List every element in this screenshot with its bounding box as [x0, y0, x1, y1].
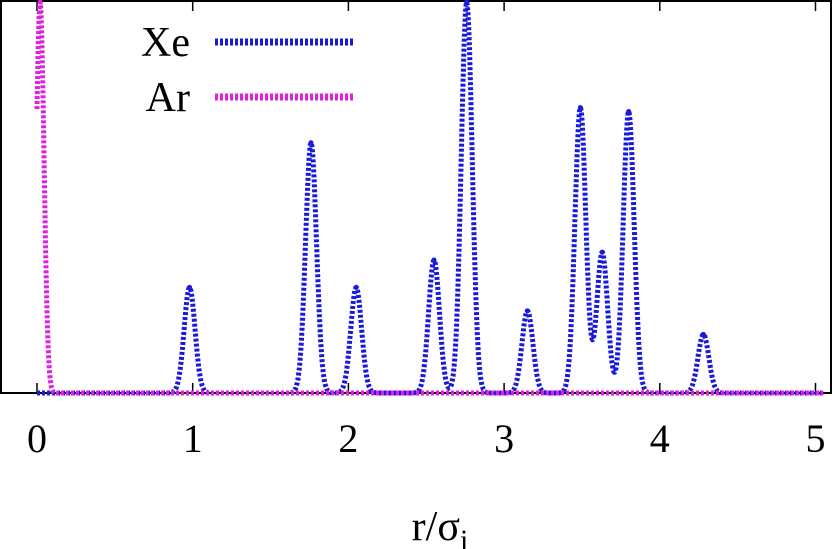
data-point: [353, 284, 359, 290]
legend: Xe Ar: [141, 20, 355, 121]
legend-label: Xe: [141, 20, 190, 66]
data-point: [577, 105, 583, 111]
data-point: [700, 331, 706, 337]
series-ar: [34, 0, 826, 396]
data-point: [431, 257, 437, 263]
x-axis-tick-labels: 0 1 2 3 4 5: [27, 416, 826, 461]
data-point: [37, 0, 43, 5]
data-point: [308, 140, 314, 146]
x-tick-label: 1: [183, 416, 203, 461]
plot-frame: [0, 0, 832, 394]
x-axis-title-subscript: i: [460, 524, 468, 549]
data-point: [187, 284, 193, 290]
data-point: [626, 108, 632, 114]
x-tick-label: 0: [27, 416, 47, 461]
x-axis-title: r/σi: [412, 504, 469, 549]
series-layer: [34, 0, 826, 396]
series-line-ar: [34, 0, 826, 396]
x-tick-label: 4: [650, 416, 670, 461]
plot-border: [0, 0, 832, 394]
data-point: [599, 249, 605, 255]
x-tick-label: 2: [338, 416, 358, 461]
legend-label: Ar: [146, 75, 190, 121]
legend-item-xe: Xe: [141, 20, 355, 66]
x-tick-label: 5: [806, 416, 826, 461]
x-axis-title-main: r/σ: [412, 504, 460, 549]
legend-item-ar: Ar: [146, 75, 355, 121]
x-tick-label: 3: [494, 416, 514, 461]
data-point: [464, 0, 470, 5]
data-point: [524, 308, 530, 314]
